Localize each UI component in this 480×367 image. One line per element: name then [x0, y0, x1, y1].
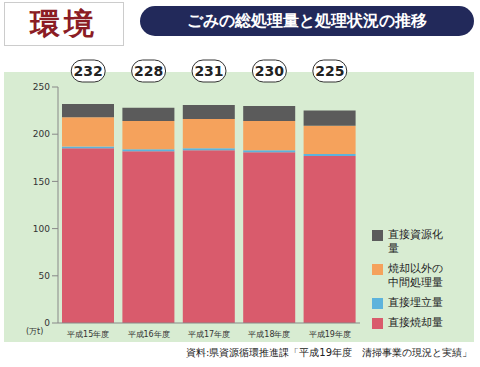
html-text:ごみの総処理量と処理状況の推移: ごみの総処理量と処理状況の推移	[187, 10, 427, 30]
html-text:直接焼却量: 直接焼却量	[388, 316, 443, 329]
svg-text:平成16年度: 平成16年度	[128, 330, 170, 339]
svg-text:225: 225	[315, 63, 344, 79]
svg-text:平成19年度: 平成19年度	[309, 330, 351, 339]
html-text:直接資源化量: 直接資源化量	[388, 228, 443, 255]
svg-text:100: 100	[33, 224, 50, 234]
svg-text:200: 200	[33, 129, 50, 139]
html-text:直接埋立量: 直接埋立量	[388, 296, 443, 309]
html-text:資料:県資源循環推進課「平成19年度 清掃事業の現況と実績」: 資料:県資源循環推進課「平成19年度 清掃事業の現況と実績」	[185, 347, 472, 358]
svg-text:平成18年度: 平成18年度	[248, 330, 290, 339]
svg-text:230: 230	[255, 63, 284, 79]
svg-text:0: 0	[44, 318, 50, 328]
html-text:焼却以外の中間処理量: 焼却以外の中間処理量	[388, 262, 443, 289]
html-text:(万t): (万t)	[26, 327, 44, 336]
html-text:環境: 環境	[30, 5, 98, 41]
svg-text:平成17年度: 平成17年度	[188, 330, 230, 339]
svg-text:232: 232	[74, 63, 103, 79]
svg-text:228: 228	[134, 63, 163, 79]
svg-text:150: 150	[33, 177, 50, 187]
svg-text:50: 50	[39, 271, 51, 281]
svg-text:平成15年度: 平成15年度	[67, 330, 109, 339]
svg-text:231: 231	[194, 63, 223, 79]
svg-text:250: 250	[33, 82, 50, 92]
